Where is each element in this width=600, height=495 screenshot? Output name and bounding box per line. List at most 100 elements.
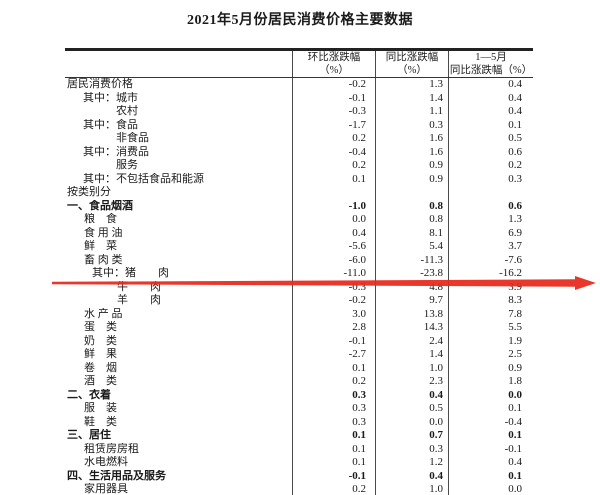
value-ytd: 2.5 xyxy=(448,348,533,362)
table-row: 粮 食 0.0 0.8 1.3 xyxy=(65,213,533,227)
value-yoy: 1.1 xyxy=(375,105,448,119)
cpi-table: 环比涨跌幅 （%） 同比涨跌幅 （%） 1—5月 同比涨跌幅（%） 居民消费价格… xyxy=(65,48,533,495)
table-row: 非食品 0.2 1.6 0.5 xyxy=(65,132,533,146)
value-ytd: -16.2 xyxy=(448,267,533,281)
header-mom-line2: （%） xyxy=(319,64,349,76)
value-mom: 0.2 xyxy=(292,483,375,495)
value-ytd: -0.1 xyxy=(448,442,533,456)
row-label: 其中：猪 肉 xyxy=(92,267,169,279)
value-yoy: 0.0 xyxy=(375,415,448,429)
value-ytd: -7.6 xyxy=(448,253,533,267)
header-yoy-line1: 同比涨跌幅 xyxy=(385,52,439,63)
row-label: 奶 类 xyxy=(84,334,117,347)
table-row: 其中：城市 -0.1 1.4 0.4 xyxy=(65,91,533,105)
value-mom: -0.2 xyxy=(292,78,375,92)
header-ytd-change: 1—5月 同比涨跌幅（%） xyxy=(448,51,533,77)
header-ytd-line1: 1—5月 xyxy=(475,52,507,63)
row-label: 其中：食品 xyxy=(83,118,138,131)
value-yoy: 1.0 xyxy=(375,483,448,495)
value-yoy: 8.1 xyxy=(375,226,448,240)
row-label: 其中：城市 xyxy=(83,91,138,104)
value-mom: -2.7 xyxy=(292,348,375,362)
table-row: 其中：猪 肉 -11.0 -23.8 -16.2 xyxy=(65,267,533,281)
value-ytd: 6.9 xyxy=(448,226,533,240)
value-mom: -0.3 xyxy=(292,105,375,119)
value-mom xyxy=(292,186,375,200)
value-ytd: 8.3 xyxy=(448,294,533,308)
row-label: 居民消费价格 xyxy=(67,78,133,90)
value-mom: 0.1 xyxy=(292,361,375,375)
table-row: 食 用 油 0.4 8.1 6.9 xyxy=(65,226,533,240)
row-label: 牛 肉 xyxy=(117,280,161,293)
value-mom: 0.2 xyxy=(292,375,375,389)
value-ytd xyxy=(448,186,533,200)
value-mom: 0.3 xyxy=(292,415,375,429)
value-yoy: 2.4 xyxy=(375,334,448,348)
value-mom: 0.2 xyxy=(292,159,375,173)
table-row: 蛋 类 2.8 14.3 5.5 xyxy=(65,321,533,335)
value-mom: -11.0 xyxy=(292,267,375,281)
value-yoy: -11.3 xyxy=(375,253,448,267)
row-label: 非食品 xyxy=(116,132,149,144)
value-yoy: 2.3 xyxy=(375,375,448,389)
value-yoy: 0.9 xyxy=(375,172,448,186)
table-row: 其中：食品 -1.7 0.3 0.1 xyxy=(65,118,533,132)
value-yoy: 0.8 xyxy=(375,213,448,227)
value-mom: 0.1 xyxy=(292,442,375,456)
value-mom: 0.4 xyxy=(292,226,375,240)
row-label: 租赁房房租 xyxy=(84,442,139,455)
row-label: 羊 肉 xyxy=(117,294,161,306)
table-row: 二、衣着 0.3 0.4 0.0 xyxy=(65,388,533,402)
table-header-row: 环比涨跌幅 （%） 同比涨跌幅 （%） 1—5月 同比涨跌幅（%） xyxy=(65,48,533,78)
value-mom: -0.1 xyxy=(292,91,375,105)
value-mom: 0.2 xyxy=(292,132,375,146)
table-row: 水电燃料 0.1 1.2 0.4 xyxy=(65,456,533,470)
table-body: 居民消费价格 -0.2 1.3 0.4 其中：城市 -0.1 1.4 0.4 农村 -0.3 1.1… xyxy=(65,78,533,495)
value-yoy: 0.3 xyxy=(375,442,448,456)
value-ytd: 1.3 xyxy=(448,213,533,227)
row-label: 家用器具 xyxy=(84,483,128,495)
row-label: 一、食品烟酒 xyxy=(67,199,133,212)
value-mom: -6.0 xyxy=(292,253,375,267)
value-yoy: 5.4 xyxy=(375,240,448,254)
value-ytd: 0.1 xyxy=(448,118,533,132)
value-ytd: 0.1 xyxy=(448,469,533,483)
value-yoy: -23.8 xyxy=(375,267,448,281)
value-yoy: 1.3 xyxy=(375,78,448,92)
header-empty-cell xyxy=(65,51,292,77)
value-ytd: 0.6 xyxy=(448,145,533,159)
value-ytd: 0.4 xyxy=(448,91,533,105)
table-row: 鲜 菜 -5.6 5.4 3.7 xyxy=(65,240,533,254)
row-label: 二、衣着 xyxy=(67,388,111,401)
value-mom: 0.0 xyxy=(292,213,375,227)
value-ytd: 0.5 xyxy=(448,132,533,146)
value-mom: -0.1 xyxy=(292,334,375,348)
header-mom-line1: 环比涨跌幅 xyxy=(307,52,361,63)
row-label: 蛋 类 xyxy=(84,321,117,333)
value-ytd: 3.7 xyxy=(448,240,533,254)
table-row: 租赁房房租 0.1 0.3 -0.1 xyxy=(65,442,533,456)
value-mom: 0.3 xyxy=(292,388,375,402)
value-mom: 3.0 xyxy=(292,307,375,321)
value-ytd: 0.2 xyxy=(448,159,533,173)
value-yoy xyxy=(375,186,448,200)
row-label: 四、生活用品及服务 xyxy=(67,469,166,482)
row-label: 鞋 类 xyxy=(84,415,117,428)
table-row: 奶 类 -0.1 2.4 1.9 xyxy=(65,334,533,348)
value-mom: -1.0 xyxy=(292,199,375,213)
header-mom-change: 环比涨跌幅 （%） xyxy=(292,51,375,77)
table-row: 酒 类 0.2 2.3 1.8 xyxy=(65,375,533,389)
table-row: 羊 肉 -0.2 9.7 8.3 xyxy=(65,294,533,308)
table-row: 居民消费价格 -0.2 1.3 0.4 xyxy=(65,78,533,92)
row-label: 其中：不包括食品和能源 xyxy=(83,172,204,185)
value-mom: -0.4 xyxy=(292,145,375,159)
row-label: 水 产 品 xyxy=(84,307,123,320)
table-row: 卷 烟 0.1 1.0 0.9 xyxy=(65,361,533,375)
value-yoy: 14.3 xyxy=(375,321,448,335)
value-yoy: 1.6 xyxy=(375,132,448,146)
value-mom: -5.6 xyxy=(292,240,375,254)
table-row: 鞋 类 0.3 0.0 -0.4 xyxy=(65,415,533,429)
value-yoy: 1.4 xyxy=(375,348,448,362)
value-yoy: 9.7 xyxy=(375,294,448,308)
table-row: 服 装 0.3 0.5 0.1 xyxy=(65,402,533,416)
